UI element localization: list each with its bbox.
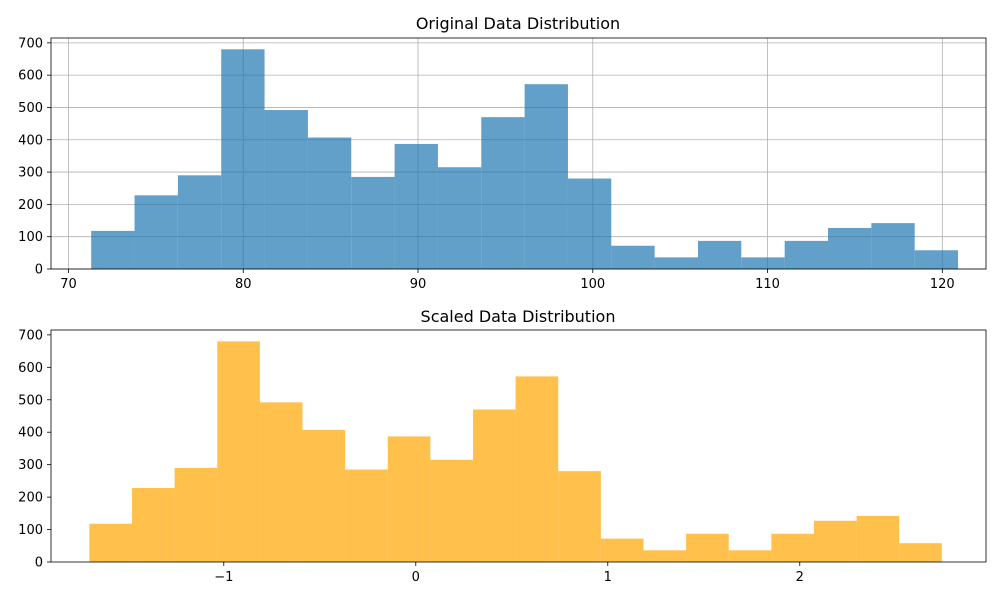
histogram-bar <box>871 223 915 269</box>
y-tick-label: 0 <box>35 556 43 571</box>
y-tick-label: 200 <box>18 198 43 213</box>
histogram-bar <box>302 429 346 562</box>
y-tick-label: 100 <box>18 523 43 538</box>
x-tick-label: 2 <box>796 570 804 585</box>
chart-title-original: Original Data Distribution <box>416 14 620 33</box>
y-tick-label: 0 <box>35 263 43 278</box>
y-tick-label: 600 <box>18 69 43 84</box>
histogram-bar <box>132 488 175 562</box>
histogram-bar <box>558 471 601 562</box>
histogram-bar <box>264 110 308 270</box>
histogram-bar <box>134 195 178 269</box>
histogram-bar <box>914 250 959 269</box>
y-tick-label: 700 <box>18 36 43 51</box>
histogram-bar <box>784 240 829 269</box>
x-tick-label: 0 <box>412 570 420 585</box>
y-tick-label: 300 <box>18 166 43 181</box>
histogram-bar <box>174 467 218 562</box>
x-tick-label: 120 <box>930 277 955 292</box>
histogram-bar <box>91 230 135 269</box>
histogram-bar <box>221 49 265 269</box>
histogram-bar <box>259 402 303 562</box>
histogram-bar <box>600 538 644 562</box>
axes-frame <box>50 37 987 270</box>
chart-original-distribution: Original Data Distribution 70 80 90 100 110 1… <box>18 14 987 292</box>
histogram-bar <box>741 257 785 269</box>
histogram-bar <box>351 176 395 269</box>
y-tick-label: 200 <box>18 491 43 506</box>
x-tick-label: 80 <box>235 277 252 292</box>
histogram-bar <box>387 436 431 562</box>
histogram-bar <box>654 257 698 269</box>
histogram-bar <box>828 227 872 269</box>
histogram-bar <box>524 84 568 269</box>
histogram-bar <box>899 543 942 562</box>
histogram-bar <box>345 469 388 562</box>
x-tick-label: 1 <box>604 570 612 585</box>
x-tick-label: 110 <box>755 277 780 292</box>
histogram-bar <box>515 376 559 562</box>
y-tick-label: 600 <box>18 361 43 376</box>
histogram-bar <box>567 178 612 269</box>
x-tick-label: 70 <box>60 277 77 292</box>
histogram-bar <box>856 515 900 562</box>
chart-title-scaled: Scaled Data Distribution <box>421 307 616 326</box>
histogram-bar <box>177 175 222 269</box>
histogram-bar <box>481 117 525 270</box>
chart-scaled-distribution: Scaled Data Distribution −1 0 1 2 0 100 200 300… <box>18 307 987 585</box>
histogram-bar <box>217 341 260 562</box>
x-tick-label: 100 <box>580 277 605 292</box>
histogram-bar <box>771 533 814 562</box>
histogram-bar <box>643 550 687 562</box>
y-tick-label: 300 <box>18 458 43 473</box>
y-tick-label: 500 <box>18 101 43 116</box>
y-tick-label: 100 <box>18 230 43 245</box>
x-tick-label: 90 <box>410 277 427 292</box>
y-tick-label: 400 <box>18 426 43 441</box>
x-tick-label: −1 <box>214 570 233 585</box>
histogram-bar <box>472 409 516 562</box>
histogram-bar <box>697 240 742 269</box>
histogram-bar <box>394 143 438 269</box>
histogram-bar <box>728 550 772 562</box>
histogram-bar <box>307 137 352 269</box>
y-tick-label: 400 <box>18 133 43 148</box>
axes-frame <box>50 329 987 563</box>
histogram-bar <box>686 533 729 562</box>
y-tick-label: 700 <box>18 328 43 343</box>
histogram-bar <box>89 523 133 562</box>
histogram-bar <box>611 245 655 269</box>
y-tick-label: 500 <box>18 393 43 408</box>
histogram-bar <box>430 459 473 562</box>
histogram-bar <box>813 520 857 562</box>
histogram-bar <box>437 167 482 269</box>
